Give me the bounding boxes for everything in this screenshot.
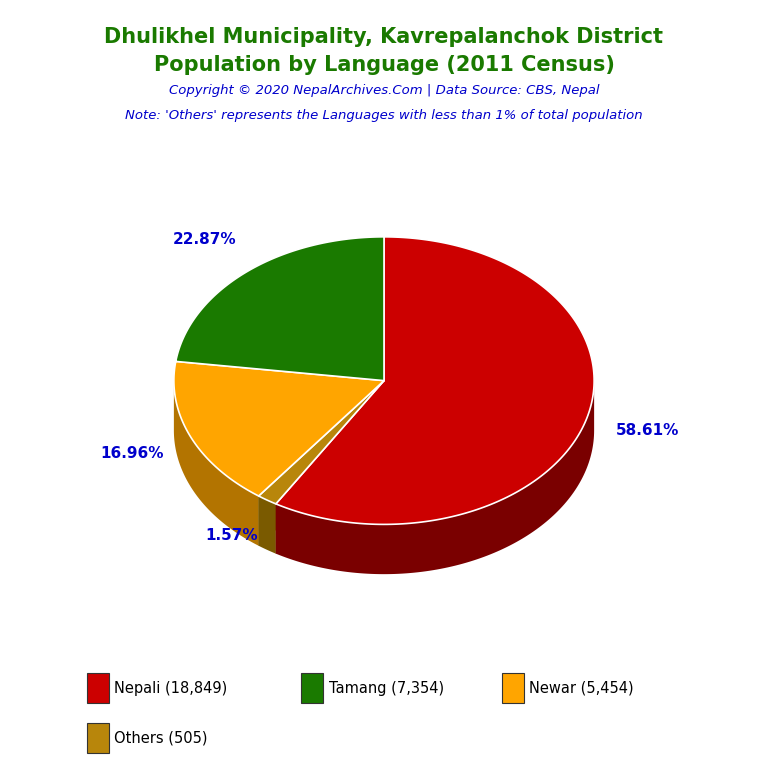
Bar — [87, 723, 109, 753]
Text: 16.96%: 16.96% — [101, 445, 164, 461]
Text: Copyright © 2020 NepalArchives.Com | Data Source: CBS, Nepal: Copyright © 2020 NepalArchives.Com | Dat… — [169, 84, 599, 97]
Polygon shape — [259, 496, 276, 554]
Text: Tamang (7,354): Tamang (7,354) — [329, 681, 444, 696]
Bar — [502, 674, 524, 703]
Text: Others (505): Others (505) — [114, 731, 208, 746]
Polygon shape — [259, 381, 384, 504]
Bar — [87, 674, 109, 703]
Text: Dhulikhel Municipality, Kavrepalanchok District: Dhulikhel Municipality, Kavrepalanchok D… — [104, 27, 664, 47]
Text: Newar (5,454): Newar (5,454) — [529, 681, 634, 696]
Text: 22.87%: 22.87% — [172, 233, 236, 247]
Polygon shape — [174, 382, 259, 546]
Polygon shape — [276, 237, 594, 525]
Text: 58.61%: 58.61% — [615, 423, 679, 438]
Polygon shape — [276, 381, 594, 574]
Polygon shape — [276, 381, 384, 554]
Polygon shape — [174, 362, 384, 496]
Polygon shape — [259, 381, 384, 546]
Text: 1.57%: 1.57% — [206, 528, 258, 544]
Bar — [301, 674, 323, 703]
Polygon shape — [176, 237, 384, 381]
Polygon shape — [259, 381, 384, 546]
Polygon shape — [276, 381, 384, 554]
Text: Note: 'Others' represents the Languages with less than 1% of total population: Note: 'Others' represents the Languages … — [125, 109, 643, 122]
Text: Nepali (18,849): Nepali (18,849) — [114, 681, 227, 696]
Text: Population by Language (2011 Census): Population by Language (2011 Census) — [154, 55, 614, 75]
